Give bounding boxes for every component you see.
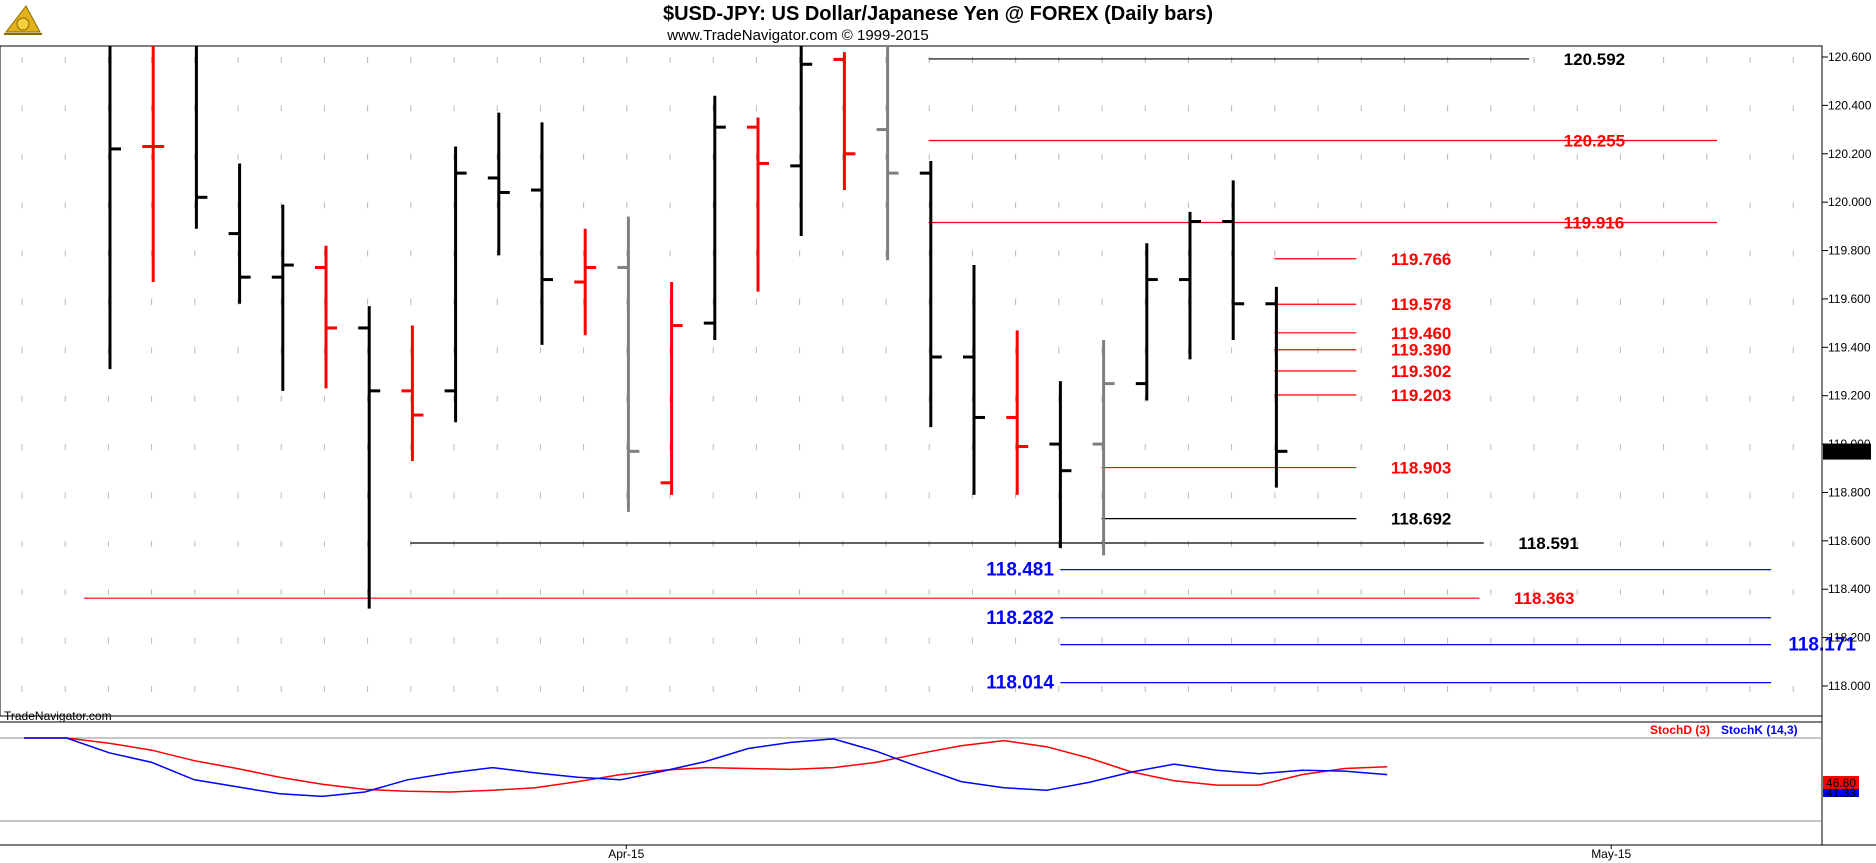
- x-tick-label: Apr-15: [608, 847, 644, 861]
- ohlc-bar: [833, 52, 856, 191]
- y-tick-label: 119.400: [1828, 340, 1871, 354]
- ohlc-bar: [617, 216, 640, 512]
- level-label: 118.363: [1514, 589, 1575, 608]
- ohlc-bar: [919, 161, 942, 428]
- chart-title: $USD-JPY: US Dollar/Japanese Yen @ FOREX…: [663, 3, 1213, 25]
- level-label: 119.766: [1391, 250, 1452, 269]
- ohlc-bar: [703, 95, 726, 341]
- stochd-last-box: [1823, 776, 1859, 789]
- ohlc-bar: [271, 204, 294, 391]
- ohlc-bar: [108, 46, 121, 370]
- price-plot-frame: [0, 45, 1823, 717]
- ohlc-bar: [574, 228, 597, 336]
- axis-layer: 120.600 120.400 120.200 120.000 119.800 119.6…: [0, 46, 1876, 861]
- sextant-logo: [4, 5, 42, 35]
- y-tick-label: 118.200: [1828, 631, 1871, 645]
- y-tick-label: 119.600: [1828, 292, 1871, 306]
- last-price-badge: 118.969: [1823, 443, 1871, 460]
- ohlc-bar: [487, 112, 510, 256]
- stochk-last-label: 41.33: [1826, 786, 1856, 800]
- level-label: 120.255: [1564, 131, 1625, 150]
- ohlc-bar: [142, 46, 165, 282]
- grid-layer: [0, 45, 1823, 717]
- level-label: 119.460: [1391, 324, 1452, 343]
- level-label: 119.390: [1391, 341, 1452, 360]
- level-label: 118.591: [1518, 534, 1579, 553]
- y-tick-label: 120.000: [1828, 195, 1872, 209]
- ohlc-bar: [1222, 180, 1245, 341]
- ohlc-bar: [1092, 340, 1115, 556]
- legend-stochd: StochD (3): [1650, 723, 1710, 737]
- ohlc-bar: [358, 306, 381, 609]
- x-tick-label: May-15: [1591, 847, 1631, 861]
- y-tick-label: 118.000: [1828, 679, 1871, 693]
- ohlc-bar: [1135, 243, 1158, 401]
- ohlc-bar: [963, 265, 985, 495]
- ohlc-bar: [228, 163, 251, 304]
- y-tick-label: 120.400: [1828, 98, 1872, 112]
- ohlc-bar: [660, 281, 683, 495]
- ohlc-bar: [401, 325, 424, 462]
- y-tick-label: 120.600: [1828, 50, 1872, 64]
- stochd-last-label: 46.80: [1826, 776, 1856, 790]
- ohlc-bar: [790, 46, 813, 237]
- ohlc-bar: [1265, 286, 1288, 488]
- ohlc-bar: [194, 46, 208, 229]
- level-label: 118.903: [1391, 459, 1452, 478]
- stochk-last-box: [1823, 789, 1859, 797]
- watermark-label: TradeNavigator.com: [4, 709, 112, 723]
- level-label: 118.014: [986, 673, 1054, 694]
- stochd-line: [24, 737, 1388, 793]
- level-label: 118.282: [986, 608, 1054, 629]
- level-label: 118.692: [1391, 510, 1452, 529]
- ohlc-bar: [531, 122, 553, 345]
- y-tick-label: 118.800: [1828, 485, 1871, 499]
- level-label: 119.203: [1391, 386, 1452, 405]
- levels-layer: 120.592 120.255 119.916 119.766 119.578 119.4…: [84, 50, 1856, 694]
- ohlc-bar: [315, 245, 337, 389]
- ohlc-bar: [876, 46, 899, 261]
- bars-layer: [108, 46, 1288, 609]
- y-tick-label: 119.800: [1828, 244, 1871, 258]
- y-tick-label: 119.200: [1828, 389, 1871, 403]
- last-price-label: 118.969: [1826, 446, 1869, 460]
- legend-stochk: StochK (14,3): [1721, 723, 1798, 737]
- stochk-line: [24, 737, 1388, 798]
- level-label: 119.302: [1391, 362, 1452, 381]
- y-tick-label: 118.400: [1828, 582, 1871, 596]
- ohlc-bar: [444, 146, 467, 423]
- level-label: 119.916: [1564, 213, 1625, 232]
- ohlc-bar: [747, 117, 769, 292]
- stochk-last-badge: 41.33: [1823, 786, 1859, 800]
- level-label: 118.481: [986, 560, 1054, 581]
- level-label: 120.592: [1564, 50, 1625, 69]
- ohlc-bar: [1049, 381, 1072, 549]
- ohlc-bar: [1179, 211, 1201, 360]
- chart-subtitle: www.TradeNavigator.com © 1999-2015: [666, 27, 928, 44]
- y-tick-label: 120.200: [1828, 147, 1872, 161]
- level-label: 119.578: [1391, 295, 1452, 314]
- ohlc-bar: [1006, 330, 1029, 495]
- stochd-last-badge: 46.80: [1823, 776, 1859, 790]
- last-price-box: [1823, 443, 1871, 460]
- y-tick-label: 118.600: [1828, 534, 1871, 548]
